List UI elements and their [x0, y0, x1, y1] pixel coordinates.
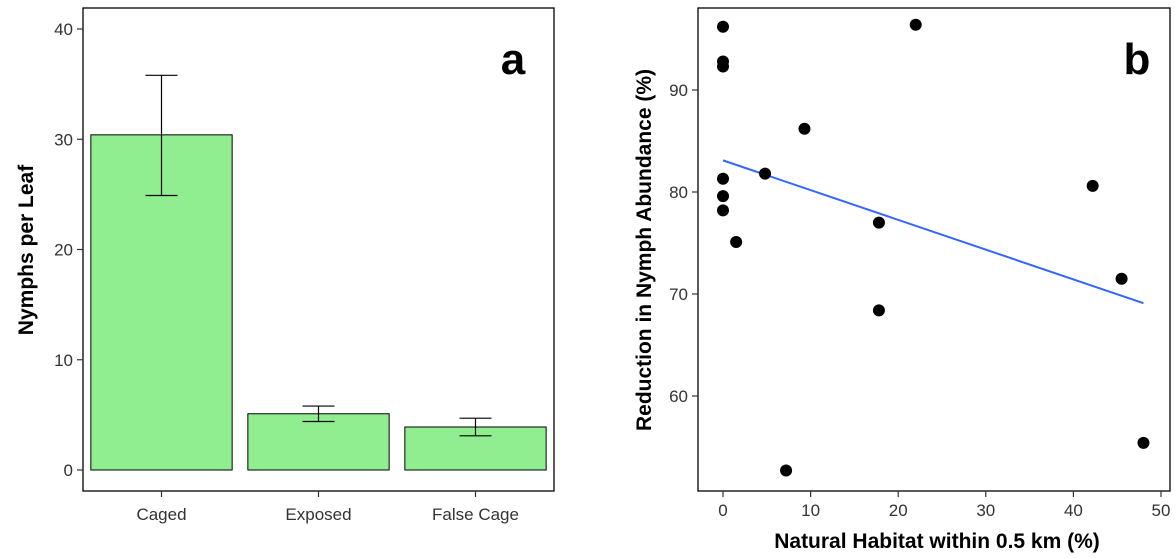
x-tick-label: Exposed [285, 505, 351, 524]
data-point [909, 18, 922, 31]
data-point [759, 167, 772, 180]
y-tick-label: 40 [54, 20, 73, 39]
panel-a-y-axis: 0 10 20 30 40 [54, 20, 83, 480]
data-point [1137, 436, 1150, 449]
y-tick-label: 90 [669, 81, 688, 100]
data-point [872, 304, 885, 317]
x-tick-label: 40 [1064, 501, 1083, 520]
data-point [780, 464, 793, 477]
data-point [717, 204, 729, 217]
data-point [798, 122, 811, 135]
panel-b-x-axis-title: Natural Habitat within 0.5 km (%) [774, 530, 1100, 553]
panel-a-x-axis: Caged Exposed False Cage [136, 491, 519, 524]
x-tick-label: 0 [718, 501, 727, 520]
y-tick-label: 70 [669, 285, 688, 304]
x-tick-label: 20 [889, 501, 908, 520]
panel-a-bar-chart: 0 10 20 30 40 Caged Exposed False Cage Nymphs … [15, 7, 555, 524]
panel-b-points [717, 18, 1150, 477]
panel-a-y-axis-title: Nymphs per Leaf [15, 164, 38, 335]
data-point [717, 190, 729, 203]
panel-b-scatter-plot: 60 70 80 90 0 10 20 30 40 50 Reduction in Nymph … [633, 7, 1171, 553]
data-point [717, 20, 729, 33]
data-point [872, 216, 885, 229]
x-tick-label: 50 [1152, 501, 1171, 520]
panel-a-letter: a [501, 35, 526, 84]
data-point [1115, 272, 1128, 285]
x-tick-label: Caged [136, 505, 186, 524]
y-tick-label: 0 [64, 461, 73, 480]
bar [247, 413, 390, 471]
y-tick-label: 30 [54, 130, 73, 149]
data-point [1086, 179, 1099, 192]
panel-b-frame [697, 7, 1171, 492]
panel-b-letter: b [1124, 35, 1151, 84]
y-tick-label: 10 [54, 351, 73, 370]
panel-b-y-axis: 60 70 80 90 [669, 81, 698, 406]
data-point [717, 60, 729, 73]
data-point [717, 172, 729, 185]
x-tick-label: False Cage [432, 505, 519, 524]
y-tick-label: 60 [669, 387, 688, 406]
y-tick-label: 20 [54, 241, 73, 260]
y-tick-label: 80 [669, 183, 688, 202]
x-tick-label: 10 [801, 501, 820, 520]
data-point [730, 235, 743, 248]
x-tick-label: 30 [976, 501, 995, 520]
panel-a-bars [90, 74, 547, 471]
panel-b-y-axis-title: Reduction in Nymph Abundance (%) [633, 69, 656, 431]
panel-b-x-axis: 0 10 20 30 40 50 [718, 491, 1170, 520]
trend-line [722, 159, 1144, 305]
panel-b-trend-line [722, 159, 1144, 305]
